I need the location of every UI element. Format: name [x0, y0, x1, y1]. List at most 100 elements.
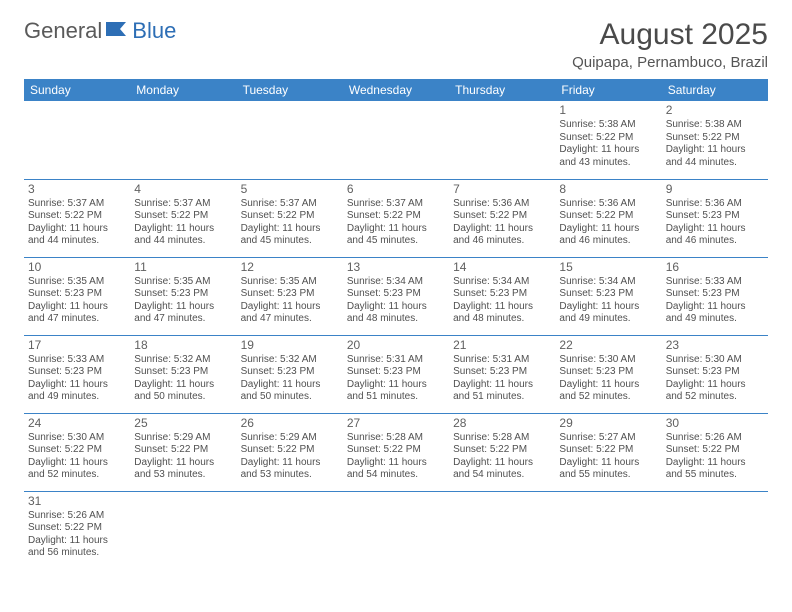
day-number: 20: [347, 338, 445, 353]
sunrise-line: Sunrise: 5:32 AM: [134, 354, 232, 367]
calendar-cell: 12Sunrise: 5:35 AMSunset: 5:23 PMDayligh…: [237, 257, 343, 335]
day-header: Monday: [130, 79, 236, 101]
calendar-cell: [237, 101, 343, 179]
sunset-line: Sunset: 5:22 PM: [241, 444, 339, 457]
sunrise-line: Sunrise: 5:37 AM: [241, 198, 339, 211]
calendar-cell: 4Sunrise: 5:37 AMSunset: 5:22 PMDaylight…: [130, 179, 236, 257]
sunset-line: Sunset: 5:23 PM: [347, 288, 445, 301]
daylight-line: Daylight: 11 hours and 44 minutes.: [28, 223, 126, 248]
sunrise-line: Sunrise: 5:28 AM: [453, 432, 551, 445]
day-header: Sunday: [24, 79, 130, 101]
daylight-line: Daylight: 11 hours and 53 minutes.: [241, 457, 339, 482]
sunset-line: Sunset: 5:23 PM: [134, 288, 232, 301]
calendar-cell: 28Sunrise: 5:28 AMSunset: 5:22 PMDayligh…: [449, 413, 555, 491]
daylight-line: Daylight: 11 hours and 53 minutes.: [134, 457, 232, 482]
daylight-line: Daylight: 11 hours and 52 minutes.: [666, 379, 764, 404]
day-number: 3: [28, 182, 126, 197]
sunset-line: Sunset: 5:23 PM: [453, 366, 551, 379]
logo: General Blue: [24, 18, 176, 44]
day-number: 11: [134, 260, 232, 275]
day-header: Saturday: [662, 79, 768, 101]
day-header: Tuesday: [237, 79, 343, 101]
calendar-cell: 23Sunrise: 5:30 AMSunset: 5:23 PMDayligh…: [662, 335, 768, 413]
sunset-line: Sunset: 5:22 PM: [666, 444, 764, 457]
sunset-line: Sunset: 5:22 PM: [28, 444, 126, 457]
day-number: 5: [241, 182, 339, 197]
sunrise-line: Sunrise: 5:36 AM: [666, 198, 764, 211]
daylight-line: Daylight: 11 hours and 45 minutes.: [347, 223, 445, 248]
daylight-line: Daylight: 11 hours and 55 minutes.: [559, 457, 657, 482]
sunset-line: Sunset: 5:22 PM: [28, 522, 126, 535]
sunrise-line: Sunrise: 5:36 AM: [453, 198, 551, 211]
day-number: 24: [28, 416, 126, 431]
calendar-week-row: 31Sunrise: 5:26 AMSunset: 5:22 PMDayligh…: [24, 491, 768, 569]
calendar-cell: [449, 101, 555, 179]
sunset-line: Sunset: 5:22 PM: [559, 210, 657, 223]
calendar-week-row: 3Sunrise: 5:37 AMSunset: 5:22 PMDaylight…: [24, 179, 768, 257]
day-number: 13: [347, 260, 445, 275]
calendar-cell: 7Sunrise: 5:36 AMSunset: 5:22 PMDaylight…: [449, 179, 555, 257]
calendar-table: Sunday Monday Tuesday Wednesday Thursday…: [24, 79, 768, 569]
calendar-cell: 31Sunrise: 5:26 AMSunset: 5:22 PMDayligh…: [24, 491, 130, 569]
sunrise-line: Sunrise: 5:33 AM: [666, 276, 764, 289]
sunrise-line: Sunrise: 5:38 AM: [666, 119, 764, 132]
sunrise-line: Sunrise: 5:38 AM: [559, 119, 657, 132]
sunset-line: Sunset: 5:22 PM: [347, 444, 445, 457]
daylight-line: Daylight: 11 hours and 51 minutes.: [347, 379, 445, 404]
calendar-cell: 11Sunrise: 5:35 AMSunset: 5:23 PMDayligh…: [130, 257, 236, 335]
daylight-line: Daylight: 11 hours and 49 minutes.: [28, 379, 126, 404]
sunrise-line: Sunrise: 5:31 AM: [453, 354, 551, 367]
sunrise-line: Sunrise: 5:37 AM: [28, 198, 126, 211]
sunrise-line: Sunrise: 5:33 AM: [28, 354, 126, 367]
calendar-cell: [24, 101, 130, 179]
day-number: 2: [666, 103, 764, 118]
day-number: 25: [134, 416, 232, 431]
location: Quipapa, Pernambuco, Brazil: [572, 54, 768, 71]
sunrise-line: Sunrise: 5:37 AM: [347, 198, 445, 211]
calendar-cell: [130, 101, 236, 179]
daylight-line: Daylight: 11 hours and 46 minutes.: [453, 223, 551, 248]
sunset-line: Sunset: 5:23 PM: [28, 366, 126, 379]
calendar-cell: 9Sunrise: 5:36 AMSunset: 5:23 PMDaylight…: [662, 179, 768, 257]
month-title: August 2025: [572, 18, 768, 52]
daylight-line: Daylight: 11 hours and 46 minutes.: [559, 223, 657, 248]
daylight-line: Daylight: 11 hours and 55 minutes.: [666, 457, 764, 482]
sunrise-line: Sunrise: 5:30 AM: [666, 354, 764, 367]
daylight-line: Daylight: 11 hours and 50 minutes.: [134, 379, 232, 404]
day-number: 26: [241, 416, 339, 431]
sunrise-line: Sunrise: 5:30 AM: [28, 432, 126, 445]
day-number: 8: [559, 182, 657, 197]
sunrise-line: Sunrise: 5:29 AM: [241, 432, 339, 445]
logo-text-1: General: [24, 18, 102, 44]
sunset-line: Sunset: 5:23 PM: [347, 366, 445, 379]
daylight-line: Daylight: 11 hours and 54 minutes.: [347, 457, 445, 482]
sunset-line: Sunset: 5:22 PM: [134, 444, 232, 457]
title-block: August 2025 Quipapa, Pernambuco, Brazil: [572, 18, 768, 71]
day-header: Wednesday: [343, 79, 449, 101]
sunset-line: Sunset: 5:23 PM: [453, 288, 551, 301]
sunrise-line: Sunrise: 5:32 AM: [241, 354, 339, 367]
day-number: 16: [666, 260, 764, 275]
daylight-line: Daylight: 11 hours and 52 minutes.: [559, 379, 657, 404]
daylight-line: Daylight: 11 hours and 49 minutes.: [666, 301, 764, 326]
header: General Blue August 2025 Quipapa, Pernam…: [24, 18, 768, 71]
sunrise-line: Sunrise: 5:35 AM: [241, 276, 339, 289]
calendar-cell: 17Sunrise: 5:33 AMSunset: 5:23 PMDayligh…: [24, 335, 130, 413]
daylight-line: Daylight: 11 hours and 45 minutes.: [241, 223, 339, 248]
daylight-line: Daylight: 11 hours and 50 minutes.: [241, 379, 339, 404]
day-number: 14: [453, 260, 551, 275]
calendar-cell: [237, 491, 343, 569]
daylight-line: Daylight: 11 hours and 43 minutes.: [559, 144, 657, 169]
day-number: 21: [453, 338, 551, 353]
day-header: Friday: [555, 79, 661, 101]
calendar-cell: [343, 101, 449, 179]
calendar-cell: [130, 491, 236, 569]
calendar-cell: 18Sunrise: 5:32 AMSunset: 5:23 PMDayligh…: [130, 335, 236, 413]
sunset-line: Sunset: 5:22 PM: [241, 210, 339, 223]
sunrise-line: Sunrise: 5:37 AM: [134, 198, 232, 211]
sunrise-line: Sunrise: 5:30 AM: [559, 354, 657, 367]
day-number: 12: [241, 260, 339, 275]
day-number: 23: [666, 338, 764, 353]
sunset-line: Sunset: 5:22 PM: [453, 210, 551, 223]
day-number: 17: [28, 338, 126, 353]
